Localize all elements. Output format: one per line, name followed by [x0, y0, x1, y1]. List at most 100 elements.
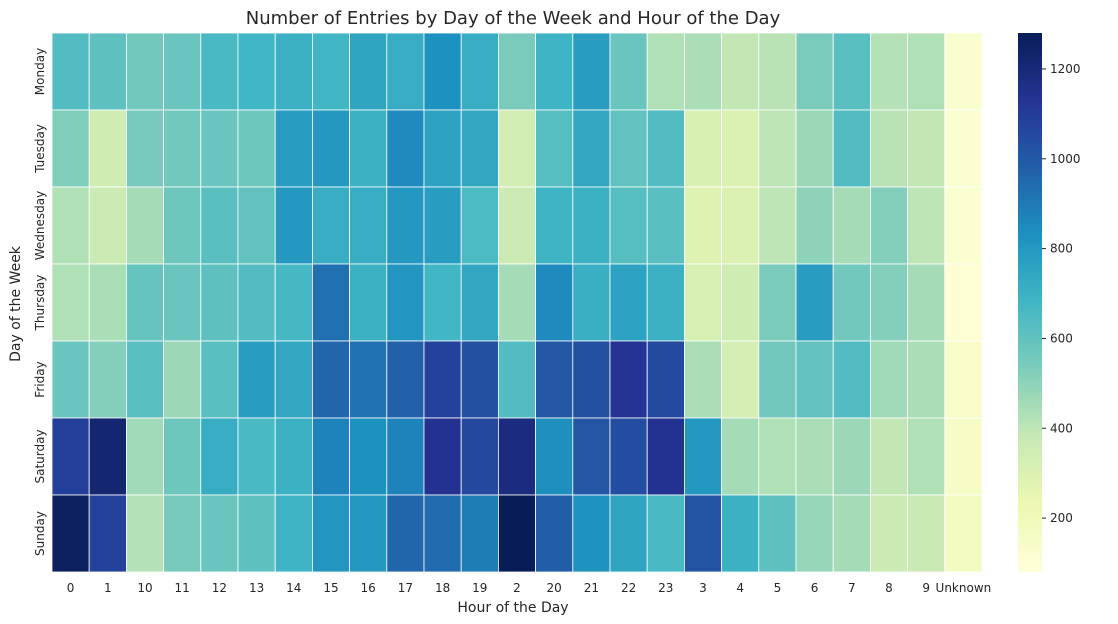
heatmap-cell: [907, 494, 946, 573]
heatmap-cell: [609, 186, 648, 265]
heatmap-cell: [163, 340, 202, 419]
heatmap-cell: [609, 417, 648, 496]
heatmap-cell: [572, 263, 611, 342]
y-axis-label: Day of the Week: [8, 245, 24, 362]
heatmap-cell: [200, 417, 239, 496]
colorbar-tick-labels: 200 400 600 800 1000 1200: [1042, 62, 1081, 525]
y-tick-label: Wednesday: [33, 191, 47, 260]
heatmap-cell: [944, 32, 983, 111]
heatmap-cell: [237, 417, 276, 496]
heatmap-cell: [88, 263, 127, 342]
heatmap-cell: [460, 340, 499, 419]
heatmap-cell: [460, 417, 499, 496]
heatmap-cell: [51, 32, 90, 111]
heatmap-cell: [274, 109, 313, 188]
heatmap-cell: [423, 186, 462, 265]
heatmap-cell: [497, 109, 536, 188]
heatmap-cell: [460, 186, 499, 265]
heatmap-cell: [88, 109, 127, 188]
heatmap-cell: [535, 417, 574, 496]
heatmap-cell: [795, 32, 834, 111]
heatmap-cell: [349, 494, 388, 573]
colorbar-tick-label: 1000: [1050, 152, 1081, 166]
heatmap-cell: [944, 340, 983, 419]
heatmap-cell: [870, 186, 909, 265]
heatmap-cell: [721, 340, 760, 419]
heatmap-cell: [386, 494, 425, 573]
heatmap-cell: [944, 186, 983, 265]
y-tick-label: Thursday: [33, 275, 47, 332]
heatmap-cell: [274, 263, 313, 342]
heatmap-cell: [572, 109, 611, 188]
heatmap-cell: [646, 32, 685, 111]
heatmap-cell: [609, 263, 648, 342]
x-tick-label: 19: [472, 581, 487, 595]
heatmap-cell: [758, 186, 797, 265]
y-tick-label: Tuesday: [33, 124, 47, 174]
heatmap-cell: [535, 186, 574, 265]
x-tick-label: 13: [249, 581, 264, 595]
heatmap-cell: [274, 32, 313, 111]
heatmap-cell: [684, 32, 723, 111]
heatmap-cell: [237, 186, 276, 265]
heatmap-cell: [386, 32, 425, 111]
heatmap-cell: [907, 186, 946, 265]
heatmap-cell: [274, 186, 313, 265]
heatmap-cell: [311, 186, 350, 265]
heatmap-cell: [572, 417, 611, 496]
x-tick-label: 10: [137, 581, 152, 595]
colorbar-tick-label: 600: [1050, 331, 1073, 345]
heatmap-cell: [460, 263, 499, 342]
heatmap-cell: [200, 32, 239, 111]
heatmap-cell: [795, 186, 834, 265]
heatmap-cell: [126, 32, 165, 111]
heatmap-cell: [126, 417, 165, 496]
heatmap-cell: [423, 263, 462, 342]
heatmap-cell: [684, 494, 723, 573]
heatmap-cell: [795, 417, 834, 496]
heatmap-cell: [423, 32, 462, 111]
heatmap-cell: [126, 263, 165, 342]
y-tick-label: Monday: [33, 48, 47, 95]
x-tick-label: 7: [848, 581, 856, 595]
heatmap-cell: [200, 494, 239, 573]
heatmap-cell: [311, 340, 350, 419]
heatmap-cell: [832, 109, 871, 188]
heatmap-cell: [349, 417, 388, 496]
x-tick-label: 21: [584, 581, 599, 595]
heatmap-cell: [944, 109, 983, 188]
heatmap-cell: [609, 340, 648, 419]
heatmap-cell: [758, 340, 797, 419]
heatmap-cell: [907, 417, 946, 496]
colorbar: [1018, 33, 1042, 572]
heatmap-cell: [274, 417, 313, 496]
y-tick-label: Saturday: [33, 429, 47, 483]
heatmap-cell: [237, 32, 276, 111]
heatmap-cell: [423, 417, 462, 496]
x-tick-label: 8: [885, 581, 893, 595]
heatmap-cell: [758, 263, 797, 342]
heatmap-cell: [311, 494, 350, 573]
heatmap-cell: [200, 263, 239, 342]
heatmap-cell: [51, 263, 90, 342]
x-tick-labels: 0 1 10 11 12 13 14 15 16 17 18 19 2 20 21 22 23 3 4 5 6 7 8 9 Un…: [67, 581, 991, 595]
heatmap-cell: [274, 340, 313, 419]
heatmap-cell: [832, 417, 871, 496]
x-tick-label: 5: [774, 581, 782, 595]
heatmap-cell: [163, 109, 202, 188]
heatmap-cell: [870, 340, 909, 419]
heatmap-cell: [497, 186, 536, 265]
y-tick-label: Friday: [33, 361, 47, 397]
heatmap-cell: [572, 32, 611, 111]
heatmap-cell: [200, 186, 239, 265]
heatmap-cell: [870, 263, 909, 342]
heatmap-cell: [88, 186, 127, 265]
heatmap-cell: [684, 263, 723, 342]
heatmap-cell: [609, 32, 648, 111]
heatmap-cell: [497, 340, 536, 419]
heatmap-cell: [237, 263, 276, 342]
x-tick-label: 9: [922, 581, 930, 595]
x-tick-label: 17: [398, 581, 413, 595]
colorbar-tick-label: 200: [1050, 511, 1073, 525]
